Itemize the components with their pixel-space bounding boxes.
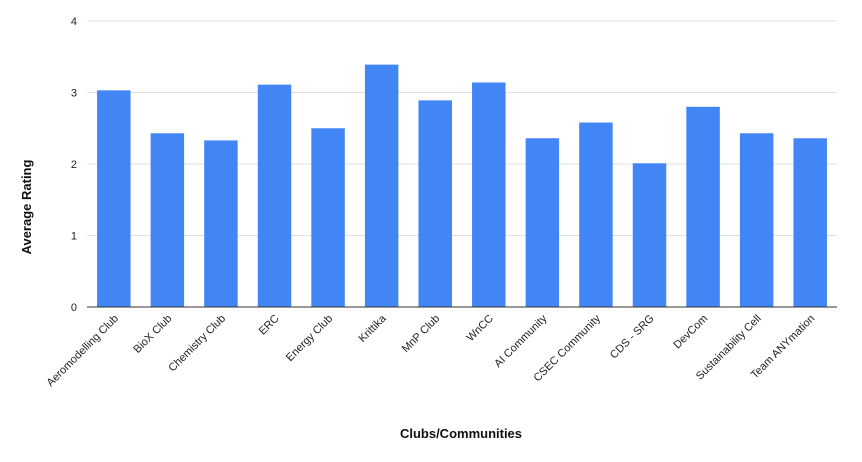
- x-tick-label: Krittika: [357, 312, 390, 345]
- bar-3: [204, 140, 238, 307]
- y-tick-labels: 0 1 2 3 4: [71, 16, 77, 314]
- x-tick-label: BioX Club: [131, 313, 174, 356]
- bar-2: [150, 133, 185, 307]
- x-tick-label: DevCom: [671, 313, 710, 352]
- y-tick-label: 1: [71, 231, 77, 243]
- x-tick-label: CDS - SRG: [608, 313, 657, 362]
- bar-7: [418, 100, 452, 308]
- bar-13: [739, 133, 774, 307]
- y-axis-title: Average Rating: [19, 160, 34, 255]
- bar-1: [97, 90, 131, 307]
- y-tick-label: 0: [71, 302, 77, 314]
- y-tick-label: 4: [71, 16, 77, 28]
- x-tick-label: AI Community: [492, 312, 550, 370]
- bar-5: [311, 128, 345, 307]
- y-tick-label: 3: [71, 88, 77, 100]
- bar-14: [793, 138, 827, 307]
- bar-9: [525, 138, 560, 307]
- bars: [97, 64, 827, 308]
- bar-8: [472, 82, 506, 308]
- bar-6: [364, 64, 399, 308]
- x-tick-label: Chemistry Club: [166, 313, 228, 375]
- bar-4: [257, 84, 292, 307]
- y-tick-label: 2: [71, 159, 77, 171]
- x-tick-label: ERC: [257, 313, 282, 338]
- x-tick-label: WnCC: [465, 313, 496, 344]
- bar-12: [686, 106, 720, 307]
- bar-11: [632, 163, 667, 307]
- x-tick-label: MnP Club: [400, 313, 443, 356]
- bar-10: [579, 122, 613, 307]
- x-tick-label: Energy Club: [284, 313, 335, 364]
- x-axis-title: Clubs/Communities: [400, 426, 522, 441]
- x-tick-label: Aeromodelling Club: [45, 313, 121, 389]
- gridlines: [87, 20, 837, 236]
